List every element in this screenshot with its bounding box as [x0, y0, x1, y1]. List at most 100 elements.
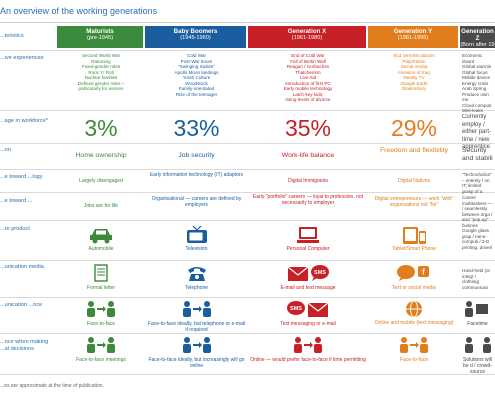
preference-baby-boomers-label: Face-to-face ideally, but telephone or e… — [147, 321, 246, 333]
preference-generation-x-label: Text messaging or e-mail — [280, 321, 336, 327]
row-label-experiences: ...ive experiences — [0, 55, 44, 61]
experience-item: Mobile device — [462, 75, 491, 80]
letter-icon — [94, 264, 108, 282]
experience-item: Thatcherism — [295, 69, 321, 75]
financial-generation-y: Face-to-face — [368, 336, 460, 363]
financial-generation-z-label: Solutions will be d / crowd-source — [463, 357, 492, 375]
svg-text:f: f — [422, 268, 425, 277]
experiences-baby-boomers: Cold War Post-War boom "Swinging Sixties" A… — [145, 53, 248, 97]
experience-item: Reagan / Gorbachev — [286, 64, 330, 69]
experience-item: Defined gender roles – — [77, 80, 125, 86]
experience-item: Reality TV — [403, 75, 425, 80]
preference-generation-z-label: Facetime — [467, 321, 488, 327]
technology-generation-x: Digital Immigrants — [287, 178, 328, 184]
product-generation-y: Tablet/Smart Phone — [368, 226, 460, 252]
telephone-icon — [187, 267, 206, 281]
footnote: ...es are approximate at the time of pub… — [0, 383, 104, 389]
product-generation-y-label: Tablet/Smart Phone — [392, 246, 436, 252]
header-maturists-years: (pre-1945) — [86, 35, 114, 41]
experience-item: Social media — [400, 64, 428, 69]
facetime-icon — [464, 301, 488, 317]
experience-item: Latch-key kids; — [292, 91, 324, 97]
row-divider — [0, 50, 495, 51]
aspiration-maturists: Home ownership — [75, 152, 127, 159]
people-face-to-face-icon — [400, 337, 428, 353]
experiences-generation-x: End of Cold War Fall of Berlin Wall Reagan… — [248, 53, 368, 103]
header-baby-boomers-name: Baby Boomers — [173, 28, 218, 35]
experiences-generation-z: Economic downt Global warmin Global focus M… — [460, 53, 495, 114]
row-label-preference: ...unication ...nce — [0, 302, 43, 308]
experience-item: Energy crisis — [462, 80, 489, 86]
experiences-generation-y: 9/11 terrorist attacks PlayStation Social … — [368, 53, 460, 92]
experience-item: Youth Culture — [182, 75, 211, 80]
svg-text:SMS: SMS — [314, 270, 326, 276]
media-generation-x: SMS E-mail and text message — [248, 264, 368, 291]
online-mobile-icon — [406, 300, 422, 318]
experience-item: Global focus — [462, 69, 488, 75]
experience-item: Arab Spring — [462, 86, 487, 91]
technology-generation-z: "Technoholics" – entirely / on IT; limit… — [462, 172, 492, 194]
technology-baby-boomers: Early information technology (IT) adapto… — [149, 172, 244, 178]
aspiration-generation-x: Work-life balance — [281, 152, 335, 159]
financial-generation-x: Online — would prefer face-to-face if ti… — [248, 336, 368, 363]
workforce-generation-x: 35% — [284, 115, 332, 141]
row-divider — [0, 220, 495, 221]
header-generation-x: Generation X (1961-1980) — [248, 26, 366, 48]
header-generation-y: Generation Y (1981-1995) — [368, 26, 458, 48]
product-maturists-label: Automobile — [88, 246, 114, 252]
technology-generation-y: Digital Natives — [398, 178, 430, 184]
preference-maturists-label: Face-to-face — [86, 321, 116, 327]
header-maturists: Maturists (pre-1945) — [57, 26, 143, 48]
experience-item: Fixed-gender roles — [81, 64, 121, 69]
row-divider — [0, 260, 495, 261]
car-icon — [90, 229, 112, 244]
experience-item: Apollo Moon landings — [174, 69, 219, 75]
workforce-baby-boomers: 33% — [173, 115, 220, 141]
people-face-to-face-icon — [182, 337, 211, 353]
aspiration-baby-boomers: Job security — [178, 152, 215, 159]
product-generation-z: Google glass, grap / nano-computi / 3-D … — [462, 228, 493, 250]
row-label-workforce: ...age in workforce* — [0, 118, 48, 124]
email-sms-icon: SMS — [287, 265, 329, 281]
financial-maturists: Face-to-face meetings — [57, 336, 145, 363]
financial-generation-y-label: Face-to-face — [399, 357, 429, 363]
title-divider — [0, 22, 495, 23]
header-generation-y-years: (1981-1995) — [397, 35, 429, 41]
experience-item: 9/11 terrorist attacks — [393, 53, 435, 58]
personal-computer-icon — [297, 227, 319, 243]
row-label-career: ...e toward ... — [0, 198, 33, 204]
header-baby-boomers-years: (1945-1960) — [180, 35, 211, 41]
aspiration-generation-z: Security and stabili — [462, 147, 493, 162]
row-label-product: ...re product — [0, 226, 30, 232]
media-baby-boomers-label: Telephone — [184, 285, 209, 291]
experience-item: Global warmin — [462, 64, 492, 69]
people-face-to-face-icon — [294, 337, 322, 353]
experience-item: Glastonbury — [401, 86, 427, 91]
media-generation-z: Hand-held (or integr / clothing) communi… — [462, 268, 491, 290]
career-baby-boomers: Organisational — careers are defined by … — [151, 196, 242, 208]
row-divider — [0, 192, 495, 193]
experience-item: Fall of Berlin Wall — [290, 58, 326, 64]
experience-item: Early mobile technology — [283, 86, 333, 91]
experience-item: Economic downt — [462, 53, 483, 64]
header-generation-z: Generation Z (Born after 19 — [460, 26, 495, 48]
header-maturists-name: Maturists — [86, 28, 114, 35]
tablet-phone-icon — [403, 227, 426, 244]
row-divider — [0, 143, 495, 144]
workforce-generation-z: Currently employ / either part-time / ne… — [462, 114, 492, 150]
financial-baby-boomers: Face-to-face ideally, but increasingly w… — [145, 336, 248, 369]
experience-item: Wiki-leaks — [462, 108, 483, 113]
experience-item: Rationing — [91, 58, 111, 64]
career-generation-y: Digital entrepreneurs — work "with" orga… — [374, 196, 454, 208]
media-generation-y-label: Text or social media — [391, 285, 437, 291]
row-label-aspiration: ...on — [0, 147, 11, 153]
preference-generation-y-label: Online and mobile (text messaging) — [374, 320, 454, 326]
experience-item: Introduction of first PC — [285, 80, 331, 86]
experience-item: Nuclear families — [84, 75, 118, 80]
people-face-to-face-icon — [182, 301, 211, 317]
experience-item: Invasion of Iraq — [398, 69, 430, 75]
workforce-maturists: 3% — [84, 115, 118, 141]
financial-baby-boomers-label: Face-to-face ideally, but increasingly w… — [148, 357, 245, 369]
television-icon — [186, 226, 207, 243]
experience-item: End of Cold War — [291, 53, 325, 58]
